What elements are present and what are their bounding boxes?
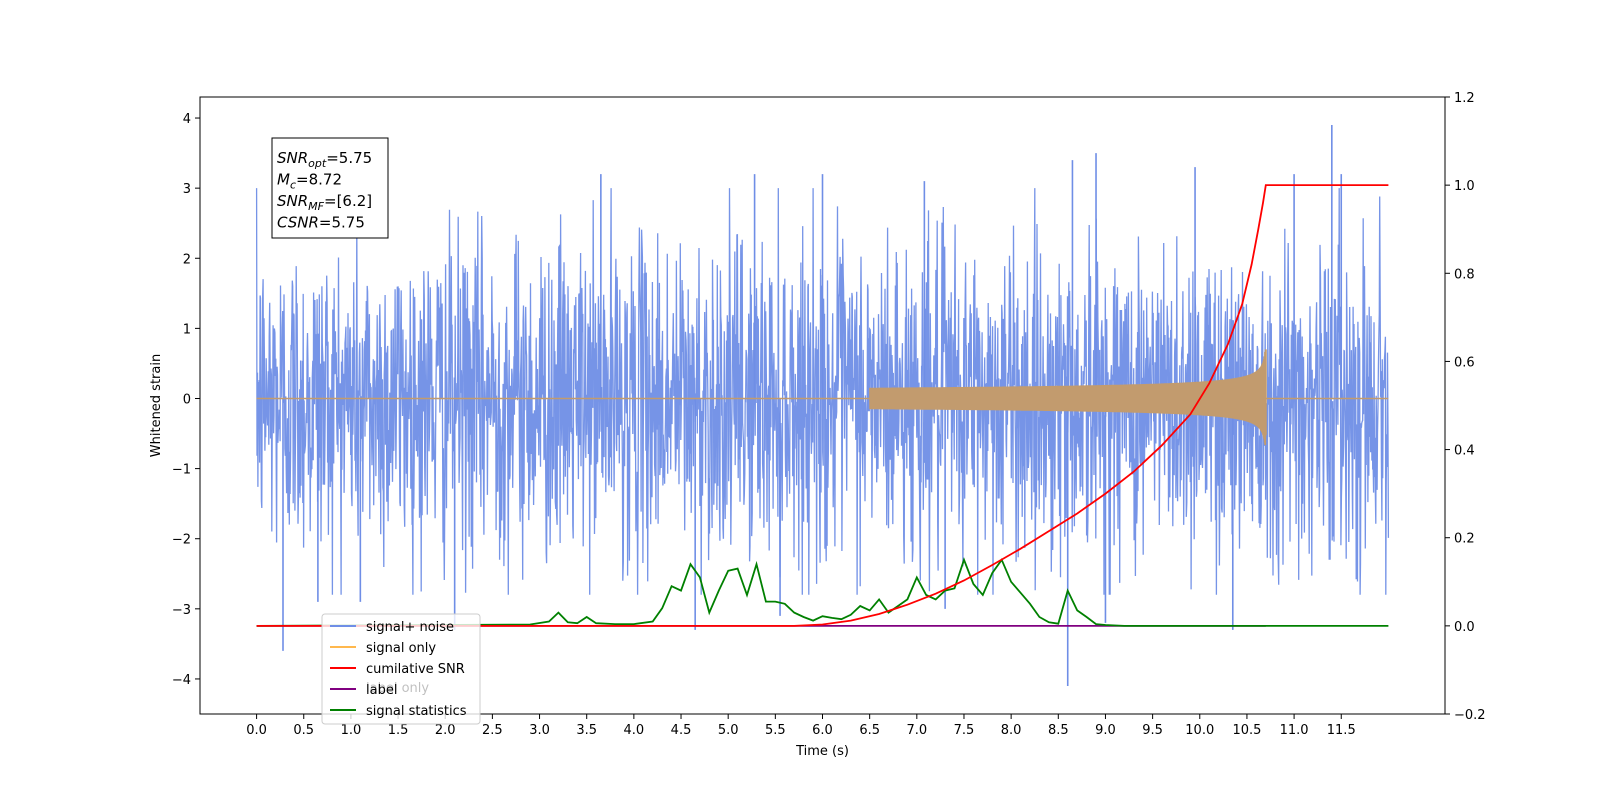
x-tick-label: 5.5 <box>765 723 786 738</box>
x-tick-label: 4.5 <box>671 723 692 738</box>
y-tick-label: 1 <box>183 322 191 337</box>
legend-hidden-label: label only <box>366 681 429 696</box>
x-tick-label: 11.0 <box>1280 723 1309 738</box>
legend-label: signal statistics <box>366 704 467 719</box>
x-tick-label: 10.5 <box>1232 723 1261 738</box>
x-tick-label: 8.5 <box>1048 723 1069 738</box>
annotation-line: Mc=8.72 <box>277 171 342 192</box>
annotation-frame <box>271 137 389 239</box>
x-tick-label: 6.5 <box>859 723 880 738</box>
y-tick-label: 3 <box>183 182 191 197</box>
y-tick-label: −2 <box>172 533 191 548</box>
x-tick-label: 7.5 <box>954 723 975 738</box>
x-tick-label: 3.5 <box>576 723 597 738</box>
legend-label: signal+ noise <box>366 620 454 635</box>
x-tick-label: 9.5 <box>1142 723 1163 738</box>
x-tick-label: 8.0 <box>1001 723 1022 738</box>
y2-tick-label: 1.2 <box>1454 91 1475 106</box>
x-axis-label: Time (s) <box>795 744 849 759</box>
annotation-line: SNRMF=[6.2] <box>277 192 372 213</box>
y-tick-label: −3 <box>172 603 191 618</box>
y2-tick-label: 1.0 <box>1454 179 1475 194</box>
legend-label: signal only <box>366 641 436 656</box>
x-tick-label: 11.5 <box>1327 723 1356 738</box>
annotation-line: SNRopt=5.75 <box>277 149 372 170</box>
y-tick-label: 0 <box>183 392 191 407</box>
cumulative-snr-line <box>256 184 1389 627</box>
x-tick-label: 1.0 <box>341 723 362 738</box>
y-tick-label: −4 <box>172 673 191 688</box>
legend: label only signal+ noise signal only cumila… <box>321 613 481 725</box>
x-tick-label: 2.0 <box>435 723 456 738</box>
x-tick-label: 9.0 <box>1095 723 1116 738</box>
x-tick-label: 0.0 <box>246 723 267 738</box>
x-tick-label: 4.0 <box>624 723 645 738</box>
y2-tick-label: 0.0 <box>1454 620 1475 635</box>
y-axis-label: Whitened strain <box>149 354 164 457</box>
signal-statistics-line <box>256 557 1389 627</box>
x-tick-label: 10.0 <box>1185 723 1214 738</box>
annotation-line: CSNR=5.75 <box>277 214 365 232</box>
y2-tick-label: 0.4 <box>1454 444 1475 459</box>
y2-tick-label: 0.6 <box>1454 355 1475 370</box>
x-tick-label: 7.0 <box>906 723 927 738</box>
ticks: 0.0 0.5 1.0 1.5 2.0 2.5 3.0 3.5 4.0 4.5 5.0 5.5 6.0 6… <box>172 91 1486 738</box>
x-tick-label: 1.5 <box>388 723 409 738</box>
y2-tick-label: 0.8 <box>1454 267 1475 282</box>
x-tick-label: 6.0 <box>812 723 833 738</box>
x-tick-label: 0.5 <box>293 723 314 738</box>
x-tick-label: 5.0 <box>718 723 739 738</box>
y-tick-label: −1 <box>172 463 191 478</box>
legend-frame <box>321 613 481 725</box>
y-tick-label: 2 <box>183 252 191 267</box>
y2-tick-label: 0.2 <box>1454 532 1475 547</box>
legend-label: cumilative SNR <box>366 662 465 677</box>
signal-only-line <box>869 351 1267 446</box>
x-tick-label: 3.0 <box>529 723 550 738</box>
y2-tick-label: −0.2 <box>1454 708 1486 723</box>
legend-label: label <box>366 683 397 698</box>
x-tick-label: 2.5 <box>482 723 503 738</box>
y-tick-label: 4 <box>183 112 191 127</box>
